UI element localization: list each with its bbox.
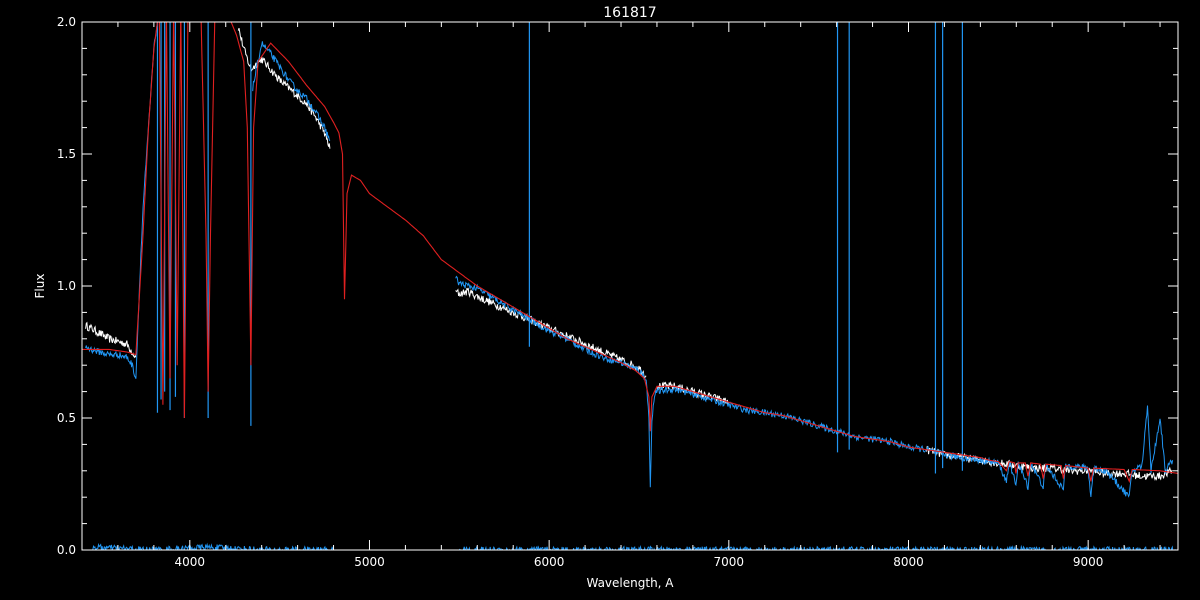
x-tick-label: 6000 [534,555,565,569]
x-tick-label: 8000 [893,555,924,569]
y-tick-label: 1.5 [57,147,76,161]
series-segment-observed-white-0 [85,321,137,359]
y-tick-label: 0.0 [57,543,76,557]
x-tick-label: 9000 [1073,555,1104,569]
y-tick-label: 2.0 [57,15,76,29]
x-tick-label: 5000 [354,555,385,569]
series-model [82,22,1178,484]
series-segment-observed-white-1 [237,27,331,149]
series-line-model [82,22,1178,484]
y-tick-label: 0.5 [57,411,76,425]
x-tick-label: 4000 [175,555,206,569]
x-tick-label: 7000 [714,555,745,569]
chart-title: 161817 [603,5,656,21]
x-axis-label: Wavelength, A [586,576,674,590]
y-axis-label: Flux [33,274,47,299]
ticks-layer: 4000 5000 6000 7000 8000 9000 0.0 0.5 1.0 1.5 2.0 [57,15,1178,569]
series-segment-observed-blue-0 [85,22,158,379]
series-segment-observed-blue-2 [455,275,1174,498]
y-tick-label: 1.0 [57,279,76,293]
series-segment-observed-blue-1 [252,41,331,142]
